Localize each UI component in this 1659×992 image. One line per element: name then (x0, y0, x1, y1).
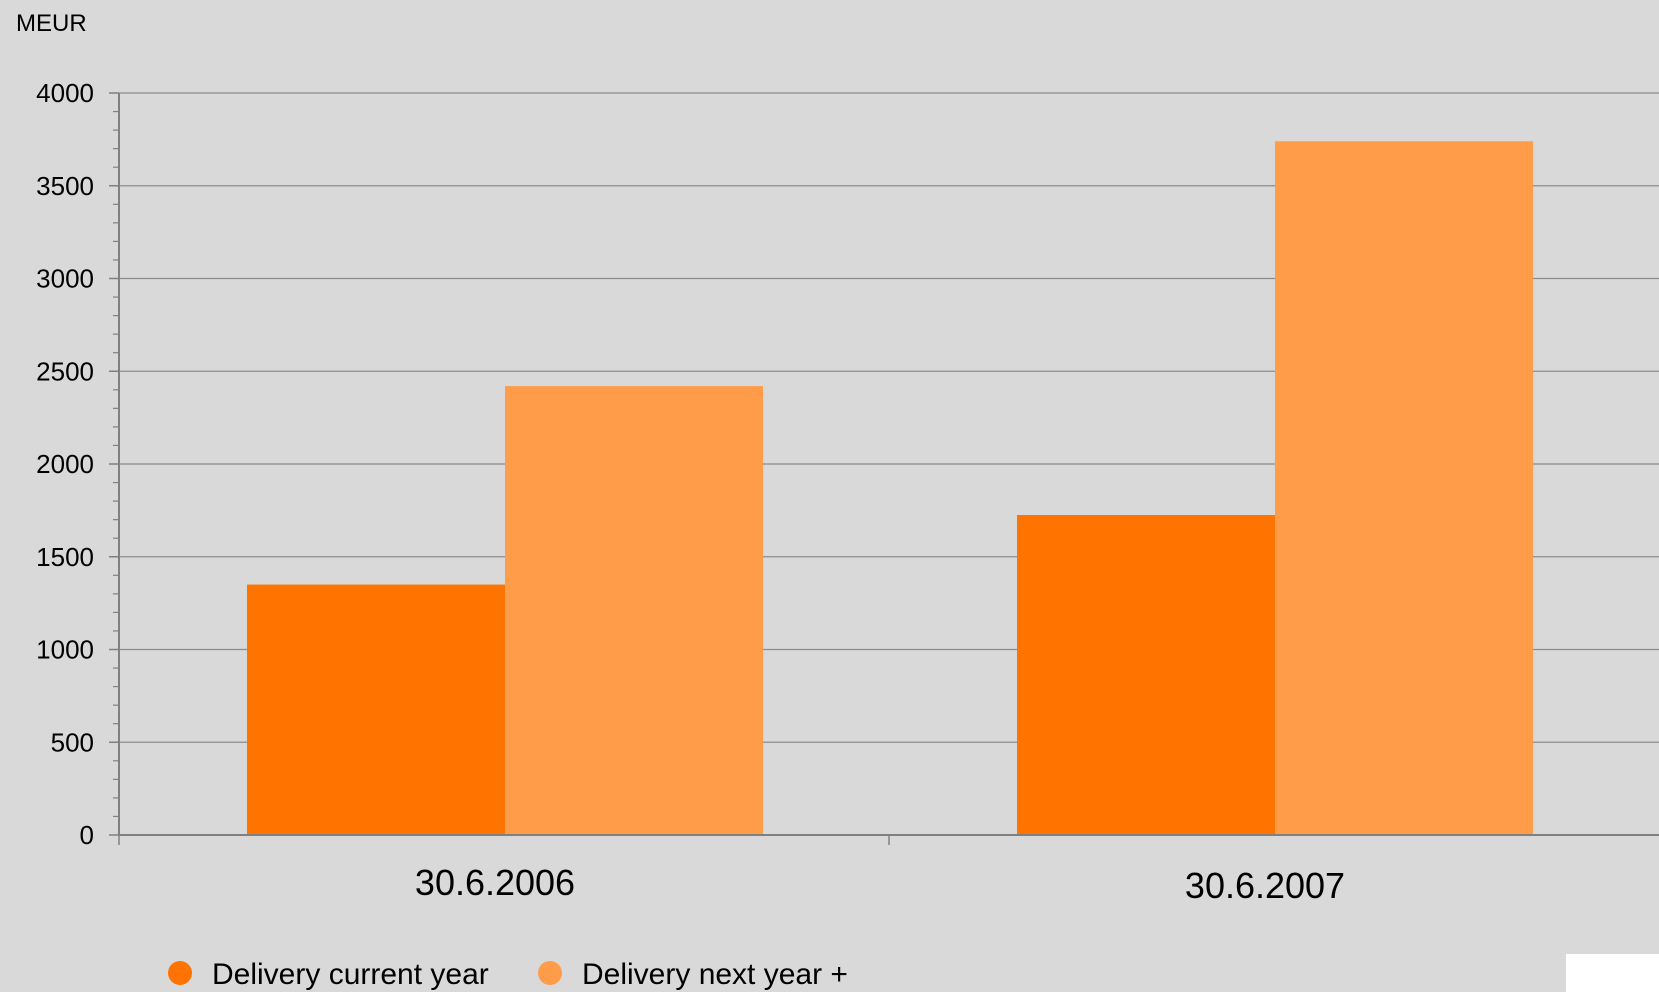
corner-patch (1566, 954, 1659, 992)
y-tick-label: 2000 (36, 449, 94, 479)
bars (247, 141, 1533, 836)
bar-current-year-1 (1017, 515, 1275, 835)
y-tick-label: 4000 (36, 78, 94, 108)
y-tick-label: 2500 (36, 356, 94, 386)
legend-marker (538, 961, 562, 985)
legend-marker (168, 961, 192, 985)
y-tick-label: 500 (51, 727, 94, 757)
y-tick-label: 1500 (36, 542, 94, 572)
bar-next-year-0 (505, 386, 763, 835)
x-tick-label: 30.6.2007 (1185, 865, 1345, 906)
y-tick-label: 1000 (36, 635, 94, 665)
bar-next-year-1 (1275, 141, 1533, 836)
y-tick-label: 3000 (36, 264, 94, 294)
y-tick-label: 0 (80, 820, 94, 850)
y-axis-ticks: 0 500 1000 1500 2000 2500 3000 3500 4000 (36, 78, 119, 850)
y-tick-label: 3500 (36, 171, 94, 201)
legend: Delivery current year Delivery next year … (168, 958, 848, 991)
legend-label: Delivery current year (212, 958, 489, 991)
bar-current-year-0 (247, 584, 505, 835)
legend-label: Delivery next year + (582, 958, 848, 991)
y-axis-unit-label: MEUR (16, 10, 87, 37)
x-tick-label: 30.6.2006 (415, 862, 575, 903)
x-axis-ticks: 30.6.2006 30.6.2007 (118, 835, 1345, 906)
